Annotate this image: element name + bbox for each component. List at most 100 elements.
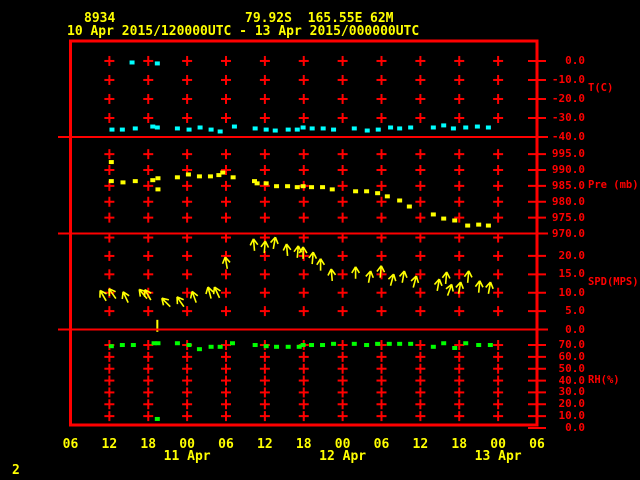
wind-arrow-glyph xyxy=(212,286,221,299)
wind-arrow xyxy=(298,246,308,259)
panel-unit-label: RH(%) xyxy=(588,373,620,386)
hour-label: 06 xyxy=(529,437,545,452)
station-id: 8934 xyxy=(84,11,116,26)
humidity-point xyxy=(309,343,315,348)
wind-arrow-glyph xyxy=(121,291,130,303)
y-tick-label: 70.0 xyxy=(558,338,586,352)
hour-label: 00 xyxy=(334,437,351,452)
wind-arrow xyxy=(463,270,473,283)
humidity-point xyxy=(196,347,202,352)
hour-label: 06 xyxy=(373,437,390,452)
pressure-point xyxy=(150,178,156,183)
wind-arrow xyxy=(474,280,484,293)
humidity-point xyxy=(320,343,326,348)
pressure-point xyxy=(108,179,114,184)
wind-arrow xyxy=(308,251,318,265)
humidity-point xyxy=(300,343,306,348)
wind-arrow-glyph xyxy=(143,288,152,301)
hour-label: 18 xyxy=(140,437,157,452)
pressure-point xyxy=(375,191,381,196)
hour-label: 12 xyxy=(257,437,273,452)
humidity-point xyxy=(375,341,381,346)
date-label: 11 Apr xyxy=(163,449,211,464)
pressure-point xyxy=(329,187,335,192)
wind-arrow xyxy=(249,238,259,251)
temperature-point xyxy=(300,125,306,130)
pressure-point xyxy=(252,179,258,184)
pressure-point xyxy=(364,189,370,194)
wind-arrow-glyph xyxy=(455,281,465,294)
y-tick-label: -20.0 xyxy=(551,91,585,105)
temperature-point xyxy=(150,124,156,129)
wind-arrow-glyph xyxy=(410,275,420,288)
wind-arrow-glyph xyxy=(387,273,397,286)
temperature-point xyxy=(129,60,135,65)
pressure-point xyxy=(320,185,326,190)
y-tick-label: 40.0 xyxy=(558,373,586,387)
wind-arrow xyxy=(316,258,326,271)
pressure-point xyxy=(441,216,447,221)
temperature-point xyxy=(252,126,258,131)
temperature-point xyxy=(208,127,214,132)
wind-arrow-glyph xyxy=(205,286,214,299)
wind-arrow xyxy=(410,275,420,288)
page-number: 2 xyxy=(12,463,20,478)
y-tick-label: 0.0 xyxy=(565,420,585,434)
pressure-point xyxy=(220,170,226,175)
humidity-point xyxy=(108,344,114,349)
temperature-point xyxy=(309,126,315,131)
y-tick-label: 5.0 xyxy=(565,304,585,318)
pressure-point xyxy=(216,173,222,178)
pressure-point xyxy=(476,222,482,227)
y-tick-label: 60.0 xyxy=(558,349,586,363)
wind-arrow xyxy=(176,296,185,308)
humidity-point xyxy=(174,341,180,346)
wind-arrow xyxy=(143,288,152,301)
wind-arrow xyxy=(108,288,117,300)
pressure-point xyxy=(207,174,213,179)
y-tick-label: 995.0 xyxy=(551,147,585,161)
wind-arrow-glyph xyxy=(433,278,443,292)
wind-arrow xyxy=(365,270,375,283)
humidity-point xyxy=(487,343,493,348)
wind-arrow-glyph xyxy=(474,280,484,293)
wind-arrow xyxy=(212,286,221,299)
y-tick-label: 10.0 xyxy=(558,409,586,423)
temperature-point xyxy=(272,128,278,133)
pressure-point xyxy=(274,184,280,189)
temperature-point xyxy=(375,127,381,132)
wind-arrow xyxy=(441,271,451,284)
pressure-point xyxy=(294,185,300,190)
humidity-point xyxy=(208,344,214,349)
temperature-point xyxy=(320,126,326,131)
temperature-point xyxy=(408,125,414,130)
humidity-point xyxy=(476,343,482,348)
wind-arrow-glyph xyxy=(327,268,337,282)
y-tick-label: 50.0 xyxy=(558,361,586,375)
pressure-point xyxy=(263,181,269,186)
temperature-point xyxy=(174,126,180,131)
humidity-point xyxy=(452,345,458,350)
humidity-point xyxy=(263,344,269,349)
hour-label: 06 xyxy=(218,437,234,452)
wind-arrow xyxy=(189,290,199,303)
temperature-point xyxy=(364,128,370,133)
humidity-point xyxy=(364,343,370,348)
y-tick-label: 10.0 xyxy=(558,285,586,299)
y-tick-label: -10.0 xyxy=(551,72,585,86)
temperature-point xyxy=(154,61,160,66)
pressure-point xyxy=(406,204,412,209)
temperature-point xyxy=(441,123,447,128)
humidity-point xyxy=(217,344,223,349)
wind-arrow-glyph xyxy=(376,265,386,278)
humidity-point xyxy=(151,341,157,346)
station-elevation: 62M xyxy=(370,11,394,26)
pressure-point xyxy=(132,179,138,184)
y-tick-label: 985.0 xyxy=(551,178,585,192)
hour-label: 12 xyxy=(101,437,118,452)
pressure-point xyxy=(120,180,126,185)
temperature-point xyxy=(463,125,469,130)
pressure-point xyxy=(174,175,180,180)
wind-arrow-glyph xyxy=(316,258,326,271)
